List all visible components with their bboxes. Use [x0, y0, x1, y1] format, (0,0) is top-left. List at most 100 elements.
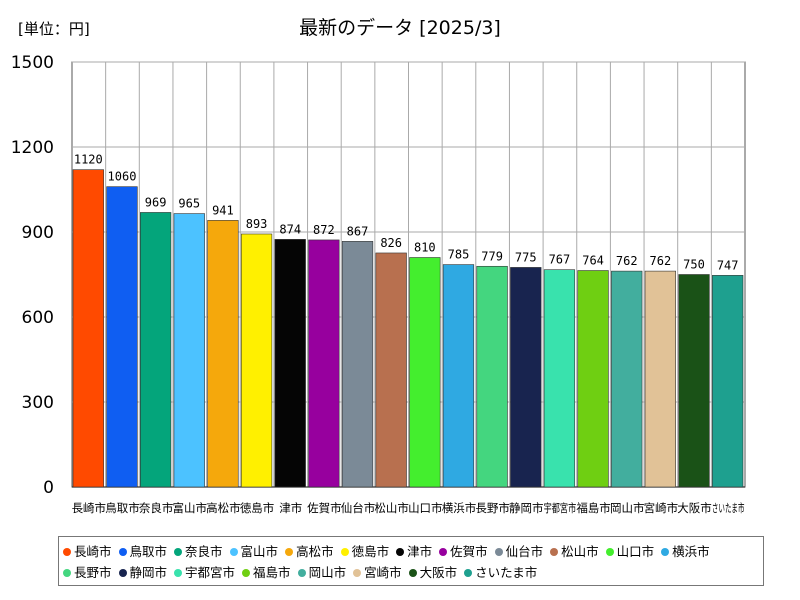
bar-奈良市	[140, 212, 172, 488]
legend-item: 大阪市	[408, 562, 458, 583]
data-label: 750	[683, 258, 705, 272]
y-tick-label: 1200	[11, 138, 54, 158]
bar-山口市	[409, 257, 441, 488]
bar-仙台市	[341, 241, 374, 488]
data-label: 969	[145, 195, 167, 209]
legend-item: 横浜市	[661, 541, 710, 562]
legend-marker	[550, 548, 559, 556]
legend-label: 鳥取市	[129, 544, 168, 559]
bar-横浜市	[442, 264, 475, 488]
gridlines	[72, 61, 745, 488]
legend-item: 静岡市	[118, 562, 168, 583]
y-tick-label: 900	[22, 223, 54, 243]
bar-鳥取市	[106, 186, 138, 488]
legend-label: 福島市	[253, 565, 291, 580]
y-tick-label: 1500	[11, 53, 54, 73]
data-label: 764	[582, 254, 604, 268]
data-label: 893	[246, 217, 268, 231]
legend-item: さいたま市	[464, 562, 537, 583]
y-tick-label: 300	[22, 393, 54, 413]
x-tick-label: 山口市	[408, 501, 443, 515]
bar-さいたま市	[712, 275, 744, 488]
legend-marker	[408, 569, 417, 577]
legend-marker	[605, 548, 614, 556]
legend-item: 高松市	[285, 541, 334, 562]
data-label: 775	[515, 250, 537, 264]
legend-label: 大阪市	[419, 565, 458, 580]
bar-宇都宮市	[543, 269, 576, 488]
legend-label: 静岡市	[129, 565, 168, 580]
x-tick-label: 松山市	[374, 501, 409, 515]
bar-福島市	[577, 270, 609, 488]
legend-marker	[297, 569, 306, 577]
legend-item: 松山市	[550, 541, 599, 562]
data-label: 762	[650, 254, 672, 268]
bar-高松市	[207, 220, 239, 488]
x-tick-label: 徳島市	[240, 501, 275, 515]
legend-label: 津市	[407, 544, 433, 559]
legend-marker	[353, 569, 362, 577]
legend-label: 佐賀市	[450, 544, 488, 559]
x-tick-label: 宮崎市	[644, 501, 679, 515]
legend-marker	[229, 548, 238, 556]
data-label: 785	[448, 248, 470, 262]
legend: 長崎市 鳥取市 奈良市 富山市 高松市 徳島市 津市 佐賀市 仙台市 松山市 山口市 横浜市長野市 静岡…	[58, 536, 764, 586]
data-labels: 1120 1060 969 965 941 893 874 872 867 826 810 785 77…	[74, 153, 739, 273]
bar-宮崎市	[644, 270, 676, 488]
data-label: 762	[616, 254, 638, 268]
data-label: 1060	[108, 170, 137, 184]
bar-岡山市	[611, 270, 643, 488]
legend-marker	[464, 569, 473, 577]
x-tick-label: 宇都宮市	[544, 501, 577, 515]
legend-marker	[118, 548, 127, 556]
legend-marker	[340, 548, 349, 556]
y-tick-label: 600	[22, 308, 54, 328]
data-label: 874	[279, 222, 301, 236]
x-tick-label: 津市	[279, 501, 302, 515]
legend-label: 宇都宮市	[185, 565, 236, 580]
bar-長野市	[476, 265, 508, 488]
legend-item: 徳島市	[340, 541, 390, 562]
x-tick-label: 静岡市	[509, 501, 544, 515]
legend-marker	[661, 548, 670, 556]
x-tick-label: 長野市	[475, 501, 510, 515]
x-tick-label: 大阪市	[677, 501, 712, 515]
legend-marker	[396, 548, 405, 556]
x-tick-label: 鳥取市	[105, 501, 140, 515]
bar-静岡市	[510, 267, 542, 488]
legend-item: 長崎市	[63, 541, 112, 562]
legend-item: 宮崎市	[353, 562, 402, 583]
x-tick-label: 仙台市	[341, 501, 376, 515]
x-tick-label: 岡山市	[610, 501, 645, 515]
legend-item: 佐賀市	[439, 541, 488, 562]
data-label: 826	[380, 236, 402, 250]
x-tick-label: 佐賀市	[307, 501, 342, 515]
bar-松山市	[375, 252, 407, 488]
x-axis: 長崎市 鳥取市 奈良市 富山市 高松市 徳島市 津市 佐賀市 仙台市 松山市 山口市 横浜市 長野市 静岡…	[72, 501, 745, 515]
legend-label: 横浜市	[672, 544, 710, 559]
y-axis: 0 300 600 900 1200 1500	[11, 53, 54, 498]
x-tick-label: 富山市	[173, 501, 208, 515]
legend-marker	[118, 569, 127, 577]
x-tick-label: 長崎市	[72, 501, 107, 515]
bar-徳島市	[240, 233, 273, 488]
data-label: 779	[481, 249, 503, 263]
legend-label: さいたま市	[475, 565, 538, 580]
legend-label: 富山市	[240, 544, 279, 559]
legend-label: 長崎市	[74, 544, 112, 559]
legend-item: 長野市	[63, 562, 112, 583]
unit-label: [単位：円]	[18, 20, 90, 38]
x-tick-label: 高松市	[206, 501, 241, 515]
data-label: 867	[347, 224, 369, 238]
legend-marker	[174, 569, 183, 577]
data-label: 767	[549, 253, 571, 267]
legend-label: 徳島市	[351, 544, 390, 559]
legend-label: 長野市	[74, 565, 112, 580]
legend-label: 高松市	[296, 544, 334, 559]
bar-大阪市	[678, 274, 710, 488]
legend-marker	[439, 548, 448, 556]
legend-item: 仙台市	[494, 541, 543, 562]
x-tick-label: 奈良市	[139, 501, 174, 515]
data-label: 810	[414, 241, 436, 255]
